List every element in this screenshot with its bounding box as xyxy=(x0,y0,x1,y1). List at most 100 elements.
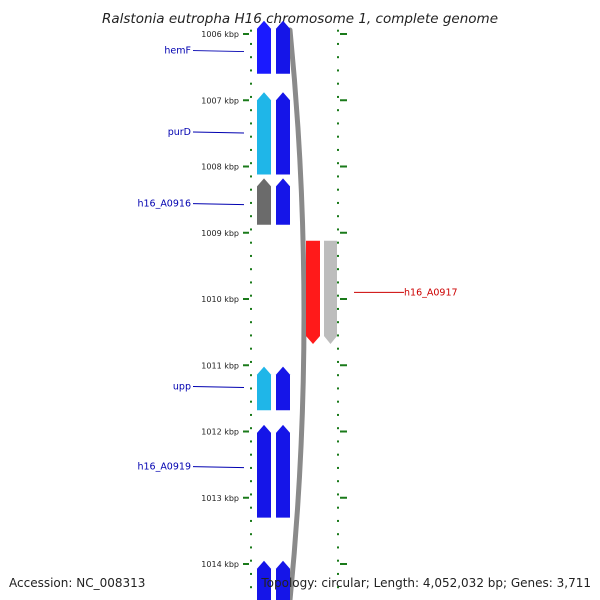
minor-tick xyxy=(337,519,339,522)
minor-tick xyxy=(250,400,252,403)
minor-tick xyxy=(250,228,252,231)
gene-label-h16_a0916[interactable]: h16_A0916 xyxy=(137,199,191,210)
minor-tick xyxy=(250,294,252,297)
gene-track xyxy=(257,20,337,600)
minor-tick xyxy=(250,148,252,151)
gene-label-purd[interactable]: purD xyxy=(168,127,191,138)
cds-arrow-unnamed[interactable] xyxy=(257,560,271,600)
gene-arrow-purd[interactable] xyxy=(276,92,290,175)
minor-tick xyxy=(250,175,252,178)
gene-label-h16_a0917[interactable]: h16_A0917 xyxy=(404,287,458,298)
minor-tick xyxy=(337,572,339,575)
minor-tick xyxy=(250,480,252,483)
minor-tick xyxy=(337,109,339,112)
gene-leader-line xyxy=(192,131,245,134)
minor-tick xyxy=(250,427,252,430)
minor-tick xyxy=(337,69,339,72)
minor-tick xyxy=(250,546,252,549)
gene-arrow-unnamed[interactable] xyxy=(276,560,290,600)
minor-tick xyxy=(337,122,339,125)
minor-tick xyxy=(337,413,339,416)
minor-tick xyxy=(250,586,252,589)
minor-tick xyxy=(250,162,252,165)
minor-tick xyxy=(337,56,339,59)
minor-tick xyxy=(337,201,339,204)
kbp-tick-label: 1007 kbp xyxy=(201,96,239,105)
minor-tick xyxy=(250,268,252,271)
minor-tick xyxy=(250,95,252,98)
minor-tick xyxy=(250,572,252,575)
cds-arrow-upp[interactable] xyxy=(257,366,271,411)
gene-arrow-upp[interactable] xyxy=(276,366,290,411)
kbp-tick-label: 1010 kbp xyxy=(201,295,239,304)
cds-arrow-h16_a0919[interactable] xyxy=(257,424,271,518)
minor-tick xyxy=(250,506,252,509)
kbp-tick-label: 1006 kbp xyxy=(201,30,239,39)
minor-tick xyxy=(337,360,339,363)
minor-tick xyxy=(250,347,252,350)
minor-tick xyxy=(337,307,339,310)
cds-arrow-h16_a0916[interactable] xyxy=(257,178,271,225)
cds-arrow-hemf[interactable] xyxy=(257,20,271,74)
minor-tick xyxy=(337,95,339,98)
kbp-tick-label: 1011 kbp xyxy=(201,361,239,370)
minor-tick xyxy=(337,400,339,403)
kbp-tick-label: 1008 kbp xyxy=(201,163,239,172)
kbp-tick-label: 1009 kbp xyxy=(201,229,239,238)
minor-tick xyxy=(250,42,252,45)
minor-tick xyxy=(337,241,339,244)
minor-tick xyxy=(250,122,252,125)
gene-label-h16_a0919[interactable]: h16_A0919 xyxy=(137,462,191,473)
minor-tick xyxy=(250,56,252,59)
minor-tick xyxy=(337,215,339,218)
gene-arrow-h16_a0916[interactable] xyxy=(276,178,290,225)
minor-tick xyxy=(250,307,252,310)
minor-tick xyxy=(337,294,339,297)
minor-tick xyxy=(250,281,252,284)
minor-tick xyxy=(337,135,339,138)
gene-label-upp[interactable]: upp xyxy=(173,381,191,392)
kbp-tick-label: 1013 kbp xyxy=(201,494,239,503)
minor-tick xyxy=(337,188,339,191)
minor-tick xyxy=(250,440,252,443)
minor-tick xyxy=(337,586,339,589)
gene-arrow-h16_a0919[interactable] xyxy=(276,424,290,518)
minor-tick xyxy=(337,321,339,324)
minor-tick xyxy=(337,546,339,549)
minor-tick xyxy=(250,241,252,244)
minor-tick xyxy=(337,162,339,165)
minor-tick xyxy=(250,82,252,85)
minor-tick xyxy=(337,29,339,32)
minor-tick xyxy=(250,188,252,191)
minor-tick xyxy=(337,506,339,509)
minor-tick xyxy=(250,69,252,72)
minor-tick xyxy=(250,109,252,112)
minor-tick xyxy=(250,334,252,337)
topology-text: Topology: circular; Length: 4,052,032 bp… xyxy=(260,576,591,590)
gene-leader-line xyxy=(192,466,245,469)
gene-arrow-h16_a0917[interactable] xyxy=(324,240,337,345)
minor-tick xyxy=(250,254,252,257)
gene-leader-line xyxy=(192,385,245,388)
tick-dots xyxy=(250,29,339,589)
gene-leader-line xyxy=(192,50,245,53)
minor-tick xyxy=(337,254,339,257)
minor-tick xyxy=(250,135,252,138)
minor-tick xyxy=(337,480,339,483)
minor-tick xyxy=(250,453,252,456)
minor-tick xyxy=(337,334,339,337)
minor-tick xyxy=(250,201,252,204)
cds-arrow-h16_a0917[interactable] xyxy=(306,240,320,345)
cds-arrow-purd[interactable] xyxy=(257,92,271,175)
kbp-tick-label: 1012 kbp xyxy=(201,428,239,437)
minor-tick xyxy=(250,533,252,536)
minor-tick xyxy=(337,533,339,536)
minor-tick xyxy=(250,559,252,562)
gene-arrow-hemf[interactable] xyxy=(276,20,290,74)
chromosome-backbone xyxy=(287,27,307,600)
minor-tick xyxy=(337,175,339,178)
minor-tick xyxy=(337,466,339,469)
gene-label-hemf[interactable]: hemF xyxy=(164,46,191,57)
minor-tick xyxy=(250,413,252,416)
